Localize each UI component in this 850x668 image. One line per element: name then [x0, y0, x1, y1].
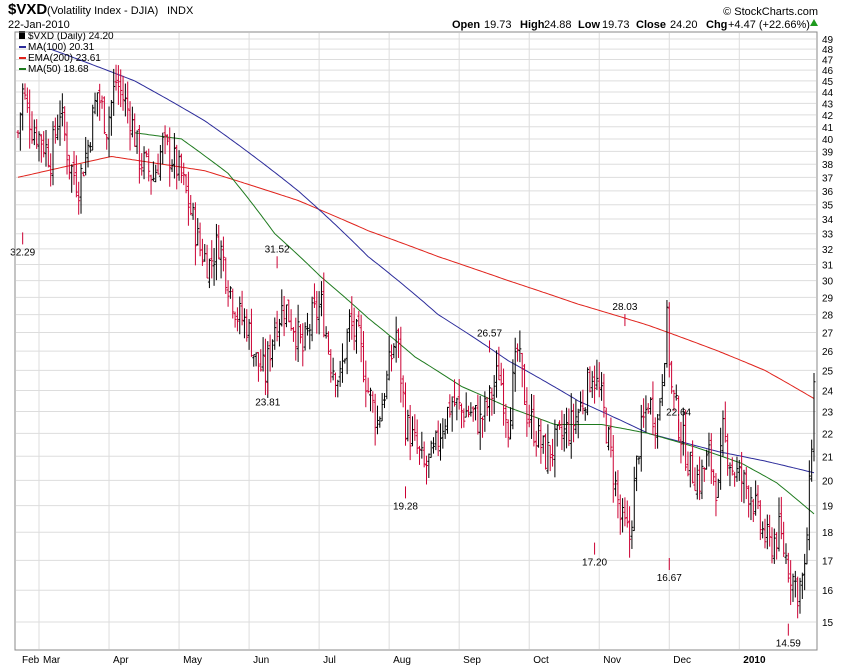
y-tick-label: 32	[822, 245, 834, 256]
x-tick-label: Sep	[463, 655, 481, 666]
y-tick-label: 17	[822, 556, 834, 567]
y-tick-label: 39	[822, 147, 834, 158]
x-tick-label: Oct	[533, 655, 549, 666]
watermark: © StockCharts.com	[723, 6, 818, 18]
open-label: Open	[452, 19, 480, 31]
x-tick-label: Jul	[323, 655, 336, 666]
y-axis: 15 16 17 18 19 20 21 22 23 24 25 26 27 28 29 30 31 32 33 34…	[822, 35, 834, 629]
symbol-name: (Volatility Index - DJIA)	[47, 5, 158, 17]
y-tick-label: 46	[822, 66, 834, 77]
y-tick-label: 36	[822, 187, 834, 198]
symbol: $VXD	[8, 1, 47, 18]
y-tick-label: 15	[822, 618, 834, 629]
y-tick-label: 21	[822, 452, 834, 463]
x-tick-label: Apr	[113, 655, 129, 666]
y-tick-label: 16	[822, 586, 834, 597]
x-tick-label: Jun	[253, 655, 269, 666]
y-tick-label: 29	[822, 293, 834, 304]
annotation-label: 14.59	[776, 639, 801, 650]
y-tick-label: 25	[822, 366, 834, 377]
y-tick-label: 41	[822, 123, 834, 134]
ohlc-bars	[16, 64, 816, 619]
y-tick-label: 37	[822, 173, 834, 184]
y-tick-label: 28	[822, 311, 834, 322]
high-label: High	[520, 19, 545, 31]
annotation-label: 19.28	[393, 501, 418, 512]
annotation-label: 17.20	[582, 558, 607, 569]
y-tick-label: 43	[822, 99, 834, 110]
y-tick-label: 20	[822, 476, 834, 487]
y-tick-label: 33	[822, 230, 834, 241]
chg-label: Chg	[706, 19, 727, 31]
legend-icon	[19, 31, 25, 39]
x-tick-label: Nov	[603, 655, 621, 666]
y-tick-label: 30	[822, 277, 834, 288]
y-tick-label: 34	[822, 215, 834, 226]
legend-ma50: MA(50) 18.68	[28, 64, 89, 75]
annotation-label: 16.67	[657, 573, 682, 584]
y-tick-label: 40	[822, 135, 834, 146]
y-tick-label: 38	[822, 160, 834, 171]
y-tick-label: 35	[822, 201, 834, 212]
x-tick-label: May	[183, 655, 202, 666]
y-tick-label: 42	[822, 111, 834, 122]
annotations: 32.29 31.52 23.81 26.57 19.28 28.03 17.20 22.64…	[10, 232, 801, 650]
y-tick-label: 31	[822, 260, 834, 271]
chg-value: +4.47 (+22.66%)	[728, 19, 810, 31]
x-tick-label: Mar	[43, 655, 61, 666]
annotation-label: 22.64	[666, 407, 691, 418]
y-tick-label: 23	[822, 407, 834, 418]
annotation-label: 26.57	[477, 328, 502, 339]
ma50-line	[134, 132, 815, 515]
close-value: 24.20	[670, 19, 698, 31]
y-tick-label: 18	[822, 528, 834, 539]
open-value: 19.73	[484, 19, 512, 31]
y-tick-label: 26	[822, 347, 834, 358]
ema200-line	[17, 155, 815, 400]
y-tick-label: 48	[822, 45, 834, 56]
x-tick-label: 2010	[743, 655, 766, 666]
y-tick-label: 22	[822, 429, 834, 440]
legend: $VXD (Daily) 24.20 MA(100) 20.31 EMA(200…	[19, 31, 114, 75]
annotation-label: 31.52	[265, 244, 290, 255]
y-tick-label: 44	[822, 88, 834, 99]
x-tick-label: Aug	[393, 655, 411, 666]
up-arrow-icon	[810, 19, 818, 26]
y-tick-label: 45	[822, 77, 834, 88]
date: 22-Jan-2010	[8, 19, 70, 31]
y-tick-label: 27	[822, 329, 834, 340]
legend-price: $VXD (Daily) 24.20	[28, 31, 114, 42]
close-label: Close	[636, 19, 666, 31]
exchange: INDX	[167, 5, 194, 17]
legend-ma100: MA(100) 20.31	[28, 42, 95, 53]
y-tick-label: 47	[822, 56, 834, 67]
low-label: Low	[578, 19, 600, 31]
y-tick-label: 49	[822, 35, 834, 46]
grid	[16, 33, 816, 649]
ma100-line	[50, 48, 815, 474]
low-value: 19.73	[602, 19, 630, 31]
high-value: 24.88	[544, 19, 572, 31]
annotation-label: 23.81	[255, 397, 280, 408]
moving-averages	[17, 48, 815, 515]
x-axis: Feb Mar Apr May Jun Jul Aug Sep Oct Nov Dec 2010	[22, 655, 766, 666]
y-tick-label: 19	[822, 502, 834, 513]
annotation-label: 32.29	[10, 247, 35, 258]
annotation-label: 28.03	[612, 302, 637, 313]
x-tick-label: Dec	[673, 655, 691, 666]
legend-ema200: EMA(200) 23.61	[28, 53, 101, 64]
plot-frame	[14, 31, 818, 651]
x-tick-label: Feb	[22, 655, 40, 666]
y-tick-label: 24	[822, 387, 834, 398]
